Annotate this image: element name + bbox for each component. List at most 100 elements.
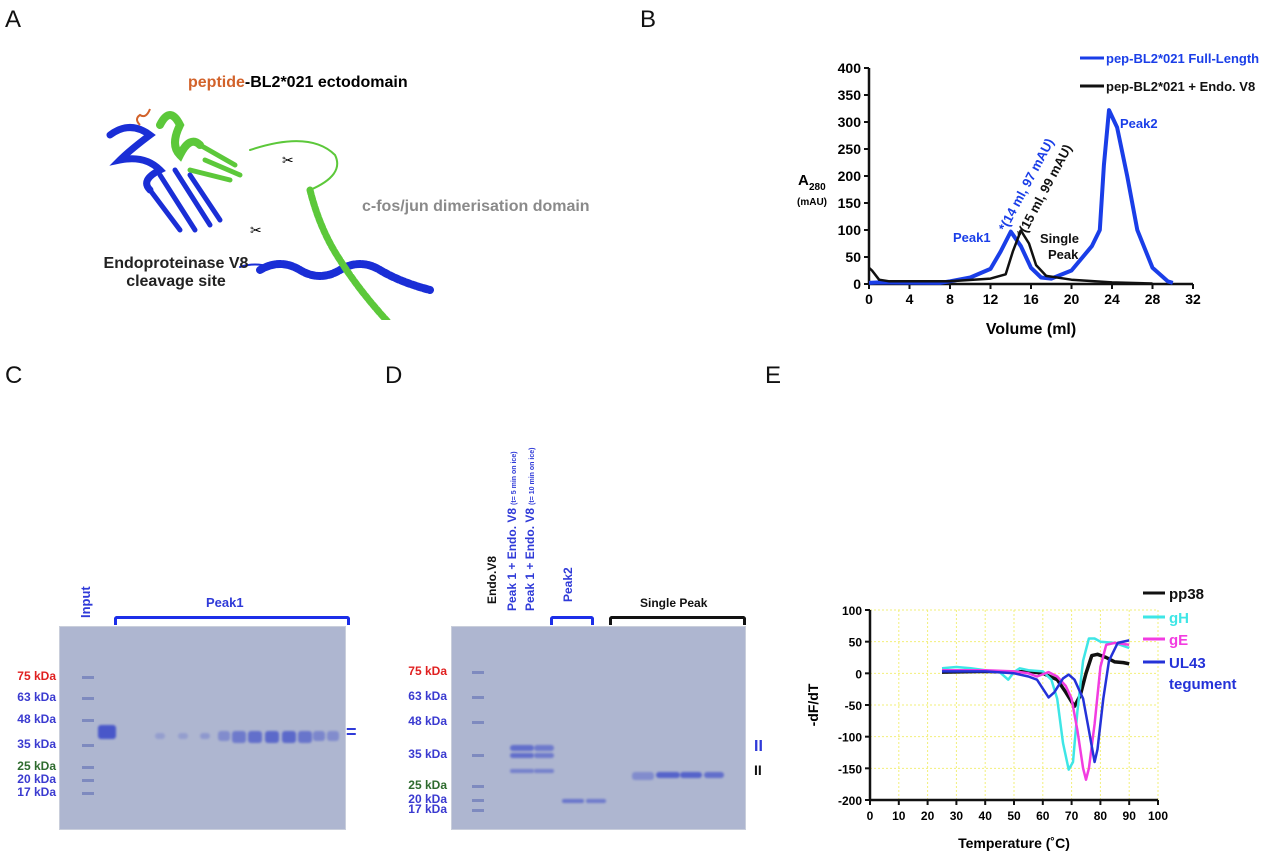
marker-label: 48 kDa xyxy=(17,712,56,726)
x-tick-label: 4 xyxy=(906,291,914,307)
protein-band xyxy=(98,725,116,739)
chart-B: 0 4 8 12 16 20 24 28 32 0 50 100 150 200 250 300 350 400 V… xyxy=(797,51,1259,338)
x-tick-label: 60 xyxy=(1036,809,1050,823)
marker-label: 25 kDa xyxy=(408,778,447,792)
legend-label: tegument xyxy=(1169,676,1237,693)
x-tick-label: 28 xyxy=(1145,291,1161,307)
x-tick-label: 90 xyxy=(1123,809,1137,823)
legend-label: pep-BL2*021 Full-Length xyxy=(1106,51,1259,66)
x-tick-label: 12 xyxy=(983,291,999,307)
y-tick-label: 200 xyxy=(838,168,862,184)
lane-label-note: (t= 10 min on ice) xyxy=(529,447,536,505)
ladder-band xyxy=(82,676,94,679)
ladder-band xyxy=(82,766,94,769)
ladder-band xyxy=(472,809,484,812)
marker-label: 48 kDa xyxy=(408,714,447,728)
y-tick-label: -150 xyxy=(838,762,862,776)
digest-lane-label: Peak 1 + Endo. V8 (t= 5 min on ice) xyxy=(505,451,519,611)
protein-band xyxy=(248,731,262,743)
protein-band xyxy=(218,731,230,741)
protein-band xyxy=(510,745,534,751)
marker-label: 75 kDa xyxy=(408,664,447,678)
protein-band xyxy=(178,733,188,739)
ectodomain-label: -BL2*021 ectodomain xyxy=(244,74,408,91)
y-tick-label: 50 xyxy=(845,249,861,265)
chain-blue xyxy=(106,124,434,294)
marker-label: 25 kDa xyxy=(17,759,56,773)
y-tick-label: -50 xyxy=(845,699,863,713)
gel-image xyxy=(59,626,346,830)
band-mark: = xyxy=(346,722,357,742)
protein-band xyxy=(510,753,534,758)
y-tick-label: 100 xyxy=(838,222,862,238)
scissors-icon: ✂ xyxy=(282,152,294,168)
x-tick-label: 50 xyxy=(1007,809,1021,823)
series-line-1 xyxy=(941,637,1130,771)
single-peak-bracket xyxy=(609,616,746,625)
chain-green xyxy=(156,111,391,320)
panel-label-d: D xyxy=(385,362,403,389)
cleavage-line2: cleavage site xyxy=(126,273,226,290)
y-tick-label: 300 xyxy=(838,114,862,130)
protein-band xyxy=(656,772,680,778)
cleavage-site-label: Endoproteinase V8 cleavage site xyxy=(86,255,266,291)
peak-annotation: Peak xyxy=(1048,247,1079,262)
x-tick-label: 20 xyxy=(1064,291,1080,307)
endo-v8-lane-label: Endo.V8 xyxy=(485,555,499,604)
protein-band xyxy=(704,772,724,778)
x-tick-label: 10 xyxy=(892,809,906,823)
ladder-band xyxy=(82,744,94,747)
dimerisation-domain-label: c-fos/jun dimerisation domain xyxy=(362,198,590,215)
y-axis-title-subscript: 280 xyxy=(809,182,826,193)
panel-label-a: A xyxy=(5,6,22,33)
series-line-2 xyxy=(942,641,1130,781)
y-axis-title: A xyxy=(798,172,809,189)
structure-title: peptide-BL2*021 ectodomain xyxy=(188,74,408,92)
protein-structure-image: ✂ ✂ xyxy=(106,108,434,320)
x-tick-label: 0 xyxy=(867,809,874,823)
lane-label-main: Peak 1 + Endo. V8 xyxy=(505,507,519,611)
protein-band xyxy=(327,731,339,741)
ladder-band xyxy=(82,779,94,782)
protein-band xyxy=(586,799,606,803)
band-mark-black: II xyxy=(754,762,762,778)
y-tick-label: 0 xyxy=(853,276,861,292)
y-tick-label: 350 xyxy=(838,87,862,103)
legend-label: gE xyxy=(1169,632,1188,649)
protein-band xyxy=(313,731,325,741)
protein-band xyxy=(155,733,165,739)
marker-label: 17 kDa xyxy=(17,785,56,799)
marker-label: 63 kDa xyxy=(17,690,56,704)
protein-band xyxy=(534,745,554,751)
x-tick-label: 40 xyxy=(979,809,993,823)
y-tick-label: 400 xyxy=(838,60,862,76)
x-tick-label: 20 xyxy=(921,809,935,823)
protein-band xyxy=(534,769,554,773)
series-line-0 xyxy=(868,108,1174,285)
x-tick-label: 8 xyxy=(946,291,954,307)
peak2-bracket xyxy=(550,616,594,625)
panel-label-e: E xyxy=(765,362,782,389)
marker-label: 20 kDa xyxy=(408,792,447,806)
peptide-label: peptide xyxy=(188,74,245,91)
peak-annotation: Peak2 xyxy=(1120,116,1158,131)
y-tick-label: 150 xyxy=(838,195,862,211)
x-tick-label: 16 xyxy=(1023,291,1039,307)
x-tick-label: 24 xyxy=(1104,291,1120,307)
legend-label: pp38 xyxy=(1169,586,1204,603)
legend-label: pep-BL2*021 + Endo. V8 xyxy=(1106,79,1255,94)
marker-label: 17 kDa xyxy=(408,802,447,816)
legend-label: gH xyxy=(1169,610,1189,627)
protein-band xyxy=(632,772,654,780)
lane-label-note: (t= 5 min on ice) xyxy=(511,451,518,505)
ladder-band xyxy=(472,696,484,699)
marker-label: 63 kDa xyxy=(408,689,447,703)
single-peak-label: Single Peak xyxy=(640,596,708,610)
digest-lane-label: Peak 1 + Endo. V8 (t= 10 min on ice) xyxy=(523,448,537,611)
panel-label-c: C xyxy=(5,362,23,389)
x-tick-label: 32 xyxy=(1185,291,1201,307)
series-line-1 xyxy=(868,229,1153,285)
legend-label: UL43 xyxy=(1169,655,1206,672)
y-axis-title: -dF/dT xyxy=(805,683,821,726)
